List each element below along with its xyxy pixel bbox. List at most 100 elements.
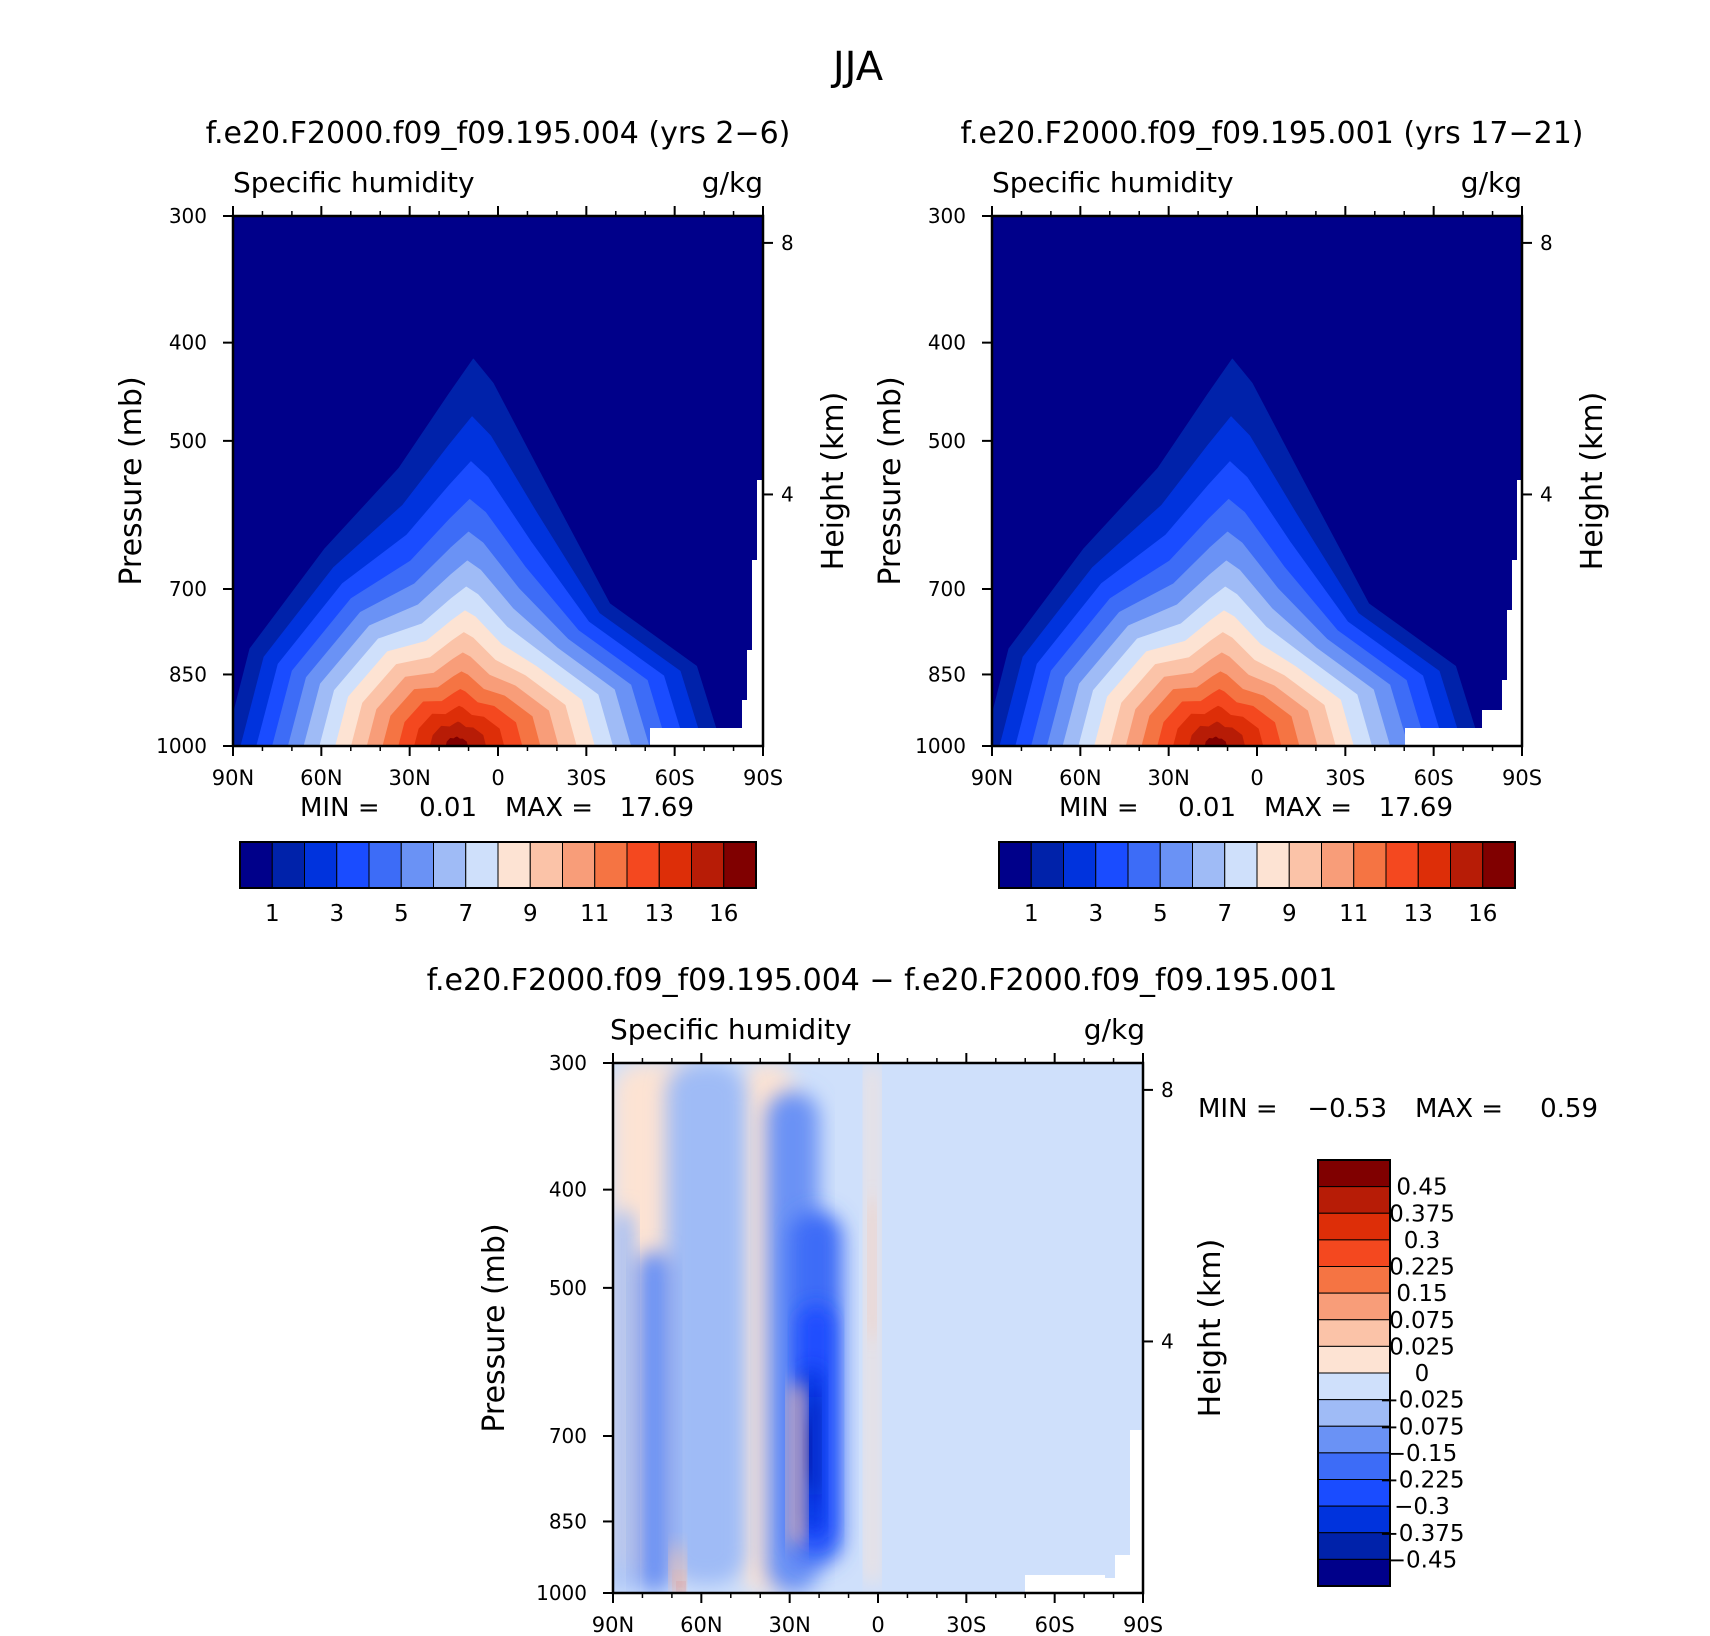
colorbar-cell xyxy=(691,841,725,889)
max-label: MAX = xyxy=(505,793,593,823)
colorbar-label: 0.15 xyxy=(1396,1281,1447,1307)
y-tick-label: 850 xyxy=(169,662,207,686)
axes: 90N 60N 30N 0 30S 60S 90S 300 400 500 700 850 1000 8 4 xyxy=(536,1051,1174,1636)
units-label: g/kg xyxy=(702,166,763,199)
colorbar-frame xyxy=(239,841,757,889)
colorbar-label: 7 xyxy=(458,901,473,927)
contour-band-15 xyxy=(1204,736,1227,746)
y-right-tick-label: 8 xyxy=(1540,231,1553,255)
colorbar-cell xyxy=(304,841,338,889)
diff-region-10 xyxy=(810,1396,820,1495)
min-label: MIN = xyxy=(300,793,380,823)
min-label: MIN = xyxy=(1059,793,1139,823)
colorbar-cell xyxy=(529,841,563,889)
diff-region-3 xyxy=(666,1063,746,1585)
colorbar-label: 11 xyxy=(1339,901,1368,927)
colorbar-cell xyxy=(1317,1558,1391,1587)
y-axis-label: Pressure (mb) xyxy=(114,376,149,585)
colorbar-cell xyxy=(465,841,499,889)
colorbar-cell xyxy=(1192,841,1226,889)
y-tick-label: 400 xyxy=(549,1178,587,1202)
y-axis-label: Pressure (mb) xyxy=(873,376,908,585)
y-tick-label: 1000 xyxy=(536,1581,587,1605)
colorbar-label: 0 xyxy=(1415,1361,1430,1387)
colorbar-label: 13 xyxy=(645,901,674,927)
x-tick-label: 90S xyxy=(743,766,783,790)
x-tick-label: 30S xyxy=(946,1613,986,1636)
variable-label: Specific humidity xyxy=(610,1013,852,1046)
colorbar-cell xyxy=(1317,1186,1391,1214)
colorbar-label: 16 xyxy=(1468,901,1497,927)
contour-fill xyxy=(613,1063,878,1593)
x-tick-label: 0 xyxy=(491,766,504,790)
colorbar-cell xyxy=(400,841,434,889)
colorbar-cell xyxy=(1385,841,1419,889)
y-tick-label: 1000 xyxy=(156,734,207,758)
y-tick-label: 700 xyxy=(169,577,207,601)
x-tick-label: 0 xyxy=(871,1613,884,1636)
colorbar-cell xyxy=(1317,1345,1391,1374)
colorbar-cell xyxy=(1353,841,1387,889)
colorbar-label: 13 xyxy=(1404,901,1433,927)
colorbar-cell xyxy=(1256,841,1290,889)
colorbar-label: 5 xyxy=(1153,901,1168,927)
min-value: 0.01 xyxy=(419,793,477,823)
min-value: −0.53 xyxy=(1307,1094,1387,1124)
colorbar-label: 16 xyxy=(709,901,738,927)
colorbar-cell xyxy=(1450,841,1484,889)
panel-case2: f.e20.F2000.f09_f09.195.001 (yrs 17−21) … xyxy=(873,116,1610,927)
colorbar-cell xyxy=(1030,841,1064,889)
y-tick-label: 300 xyxy=(169,204,207,228)
max-label: MAX = xyxy=(1415,1094,1503,1124)
colorbar-label: −0.15 xyxy=(1387,1441,1457,1467)
panel-title: f.e20.F2000.f09_f09.195.004 (yrs 2−6) xyxy=(206,116,791,151)
diff-region-11 xyxy=(804,1423,811,1478)
variable-label: Specific humidity xyxy=(992,166,1234,199)
colorbar-label: 1 xyxy=(1024,901,1039,927)
colorbar-label: −0.375 xyxy=(1379,1521,1464,1547)
y-axis-right-label: Height (km) xyxy=(1575,392,1610,571)
colorbar-cell xyxy=(1317,1212,1391,1241)
colorbar-cell xyxy=(723,841,757,889)
colorbar-label: −0.45 xyxy=(1387,1547,1457,1573)
colorbar-label: 9 xyxy=(1282,901,1297,927)
y-tick-label: 700 xyxy=(928,577,966,601)
colorbar-label: 11 xyxy=(580,901,609,927)
colorbar-label: 0.225 xyxy=(1389,1255,1455,1281)
y-tick-label: 300 xyxy=(549,1051,587,1075)
x-tick-label: 30N xyxy=(768,1613,810,1636)
diff-region-6 xyxy=(636,1251,672,1593)
colorbar-label: −0.025 xyxy=(1379,1388,1464,1414)
y-right-tick-label: 8 xyxy=(781,231,794,255)
figure-title: JJA xyxy=(830,44,884,90)
y-tick-label: 300 xyxy=(928,204,966,228)
colorbar-cell xyxy=(1317,1159,1391,1188)
x-tick-label: 60S xyxy=(1035,1613,1075,1636)
colorbar-cell xyxy=(1417,841,1451,889)
colorbar-label: −0.075 xyxy=(1379,1414,1464,1440)
colorbar-cell xyxy=(626,841,660,889)
x-tick-label: 30N xyxy=(1147,766,1189,790)
x-tick-label: 60N xyxy=(680,1613,722,1636)
x-tick-label: 30N xyxy=(388,766,430,790)
min-label: MIN = xyxy=(1198,1094,1278,1124)
colorbar-cell xyxy=(562,841,596,889)
colorbar-cell xyxy=(1482,841,1516,889)
max-label: MAX = xyxy=(1264,793,1352,823)
colorbar-cell xyxy=(1288,841,1322,889)
colorbar-cell xyxy=(433,841,467,889)
contour-band-14 xyxy=(429,721,486,746)
min-value: 0.01 xyxy=(1178,793,1236,823)
colorbar-label: 5 xyxy=(394,901,409,927)
units-label: g/kg xyxy=(1084,1013,1145,1046)
colorbar: 1 3 5 7 9 11 13 16 xyxy=(239,841,757,927)
y-tick-label: 500 xyxy=(169,429,207,453)
colorbar-cell xyxy=(1159,841,1193,889)
colorbar-label: 7 xyxy=(1217,901,1232,927)
colorbar-label: −0.225 xyxy=(1379,1468,1464,1494)
y-axis-label: Pressure (mb) xyxy=(477,1223,512,1432)
colorbar-label: −0.3 xyxy=(1394,1494,1450,1520)
colorbar-cell xyxy=(1317,1292,1391,1321)
diff-region-12 xyxy=(789,1382,805,1547)
y-axis-right-label: Height (km) xyxy=(1193,1239,1228,1418)
